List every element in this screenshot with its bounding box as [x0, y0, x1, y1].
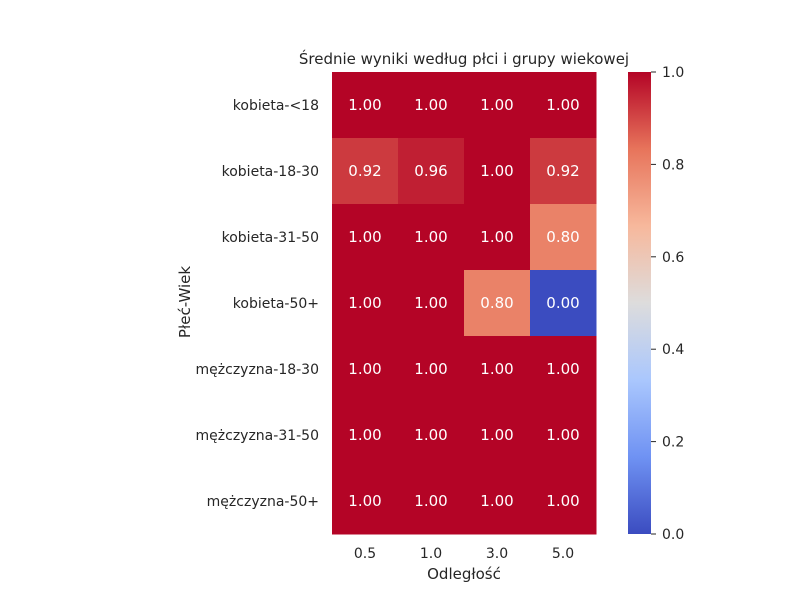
- y-tick-label: mężczyzna-31-50: [196, 428, 319, 444]
- heatmap-cell: [464, 204, 531, 271]
- y-tick-label: kobieta-50+: [233, 296, 319, 312]
- cell-value-label: 1.00: [480, 228, 513, 246]
- cell-value-label: 1.00: [414, 294, 447, 312]
- heatmap-cell: [398, 270, 465, 337]
- heatmap-cell: [332, 204, 399, 271]
- cell-value-label: 1.00: [546, 96, 579, 114]
- heatmap-cell: [332, 270, 399, 337]
- colorbar-tick-label: 0.8: [662, 157, 684, 173]
- heatmap-cell: [332, 336, 399, 403]
- cell-value-label: 1.00: [348, 426, 381, 444]
- cell-value-label: 1.00: [414, 426, 447, 444]
- heatmap-cell: [464, 468, 531, 535]
- cell-value-label: 1.00: [348, 360, 381, 378]
- cell-value-label: 1.00: [348, 492, 381, 510]
- colorbar-tick-label: 1.0: [662, 65, 684, 81]
- y-tick-label: mężczyzna-18-30: [196, 362, 319, 378]
- cell-value-label: 1.00: [480, 162, 513, 180]
- cell-value-label: 0.00: [546, 294, 579, 312]
- heatmap-cell: [332, 138, 399, 205]
- cell-value-label: 1.00: [546, 360, 579, 378]
- cell-value-label: 0.92: [348, 162, 381, 180]
- cell-value-label: 1.00: [414, 360, 447, 378]
- cell-value-label: 1.00: [480, 360, 513, 378]
- cell-value-label: 1.00: [348, 228, 381, 246]
- heatmap-cell: [332, 402, 399, 469]
- colorbar-ticks: 0.0 0.2 0.4 0.6 0.8 1.0: [651, 65, 684, 543]
- chart-title: Średnie wyniki według płci i grupy wieko…: [299, 49, 629, 68]
- heatmap-cell: [398, 204, 465, 271]
- heatmap-cell: [530, 270, 597, 337]
- heatmap-cell: [464, 402, 531, 469]
- colorbar-tick-label: 0.0: [662, 527, 684, 543]
- heatmap-cell: [332, 468, 399, 535]
- heatmap-cell: [464, 270, 531, 337]
- y-tick-label: mężczyzna-50+: [207, 494, 319, 510]
- cell-value-label: 1.00: [546, 492, 579, 510]
- cell-value-label: 0.96: [414, 162, 447, 180]
- cell-value-label: 1.00: [480, 96, 513, 114]
- heatmap-cell: [530, 138, 597, 205]
- x-tick-label: 3.0: [486, 546, 508, 562]
- x-tick-labels: 0.5 1.0 3.0 5.0: [354, 546, 574, 562]
- x-tick-label: 5.0: [552, 546, 574, 562]
- heatmap-cell: [464, 72, 531, 139]
- y-tick-labels: kobieta-<18 kobieta-18-30 kobieta-31-50 kob…: [196, 98, 319, 510]
- heatmap-cell: [332, 72, 399, 139]
- x-tick-label: 1.0: [420, 546, 442, 562]
- colorbar: [628, 72, 651, 534]
- y-tick-label: kobieta-31-50: [222, 230, 319, 246]
- heatmap-cell: [530, 204, 597, 271]
- x-axis-label: Odległość: [427, 565, 501, 583]
- cell-value-label: 0.80: [480, 294, 513, 312]
- colorbar-tick-label: 0.4: [662, 342, 684, 358]
- y-axis-label: Płeć-Wiek: [176, 266, 194, 338]
- heatmap-cell: [530, 468, 597, 535]
- heatmap-cell: [530, 402, 597, 469]
- cell-value-label: 0.80: [546, 228, 579, 246]
- heatmap-cell: [398, 402, 465, 469]
- cell-value-label: 1.00: [480, 426, 513, 444]
- heatmap-cell: [464, 336, 531, 403]
- y-tick-label: kobieta-<18: [233, 98, 319, 114]
- cell-value-label: 1.00: [348, 96, 381, 114]
- cell-value-label: 1.00: [348, 294, 381, 312]
- cell-value-label: 1.00: [414, 492, 447, 510]
- cell-value-label: 1.00: [414, 96, 447, 114]
- cell-value-label: 0.92: [546, 162, 579, 180]
- heatmap-cell: [530, 72, 597, 139]
- cell-value-label: 1.00: [546, 426, 579, 444]
- cell-value-label: 1.00: [414, 228, 447, 246]
- heatmap-cell: [464, 138, 531, 205]
- colorbar-tick-label: 0.2: [662, 435, 684, 451]
- heatmap-cell: [398, 336, 465, 403]
- y-tick-label: kobieta-18-30: [222, 164, 319, 180]
- x-tick-label: 0.5: [354, 546, 376, 562]
- cell-value-label: 1.00: [480, 492, 513, 510]
- heatmap-cell: [398, 72, 465, 139]
- heatmap-cell: [530, 336, 597, 403]
- heatmap-cell: [398, 138, 465, 205]
- heatmap-cell: [398, 468, 465, 535]
- colorbar-tick-label: 0.6: [662, 250, 684, 266]
- heatmap-cells: 1.00 1.00 1.00 1.00 0.92 0.96 1.00 0.92 1.00 1.00…: [332, 72, 597, 535]
